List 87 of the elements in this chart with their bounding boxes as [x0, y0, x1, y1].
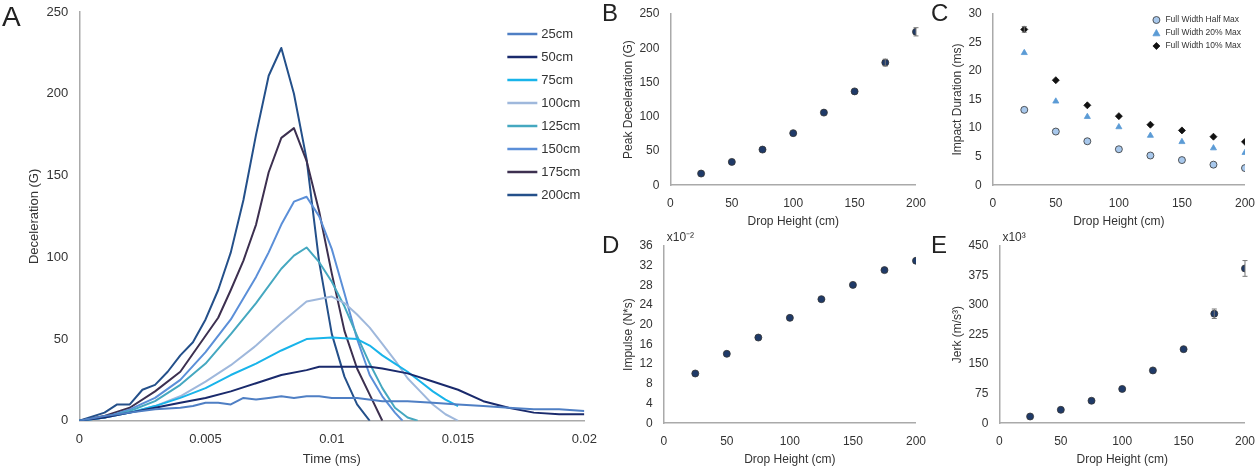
x-axis-title: Drop Height (cm) [747, 214, 839, 229]
y-tick-label: 0 [61, 412, 69, 428]
y-tick-label: 150 [968, 356, 989, 371]
y-tick-label: 36 [639, 238, 654, 253]
legend-label: 150cm [541, 140, 581, 156]
y-tick-label: 100 [46, 248, 69, 264]
x-tick-label: 0 [75, 431, 83, 447]
y-tick-label: 32 [639, 258, 654, 272]
y-tick-label: 25 [968, 34, 983, 49]
y-tick-label: 10 [968, 120, 983, 135]
y-tick-label: 75 [975, 385, 989, 400]
y-tick-label: 225 [968, 326, 989, 341]
x-tick-label: 100 [783, 195, 804, 210]
x-axis-title: Drop Height (cm) [1073, 214, 1165, 229]
legend-label: 100cm [541, 94, 581, 110]
y-tick-label: 4 [646, 395, 654, 410]
y-tick-label: 5 [975, 148, 983, 163]
legend-label: 200cm [541, 186, 581, 202]
y-tick-label: 250 [639, 6, 660, 21]
y-tick-label: 0 [975, 177, 983, 192]
chart-title: E [931, 230, 948, 258]
chart-title: B [602, 0, 619, 26]
x-tick-label: 50 [720, 433, 734, 448]
legend-label: 75cm [541, 71, 574, 87]
y-tick-label: 150 [639, 74, 660, 89]
x-tick-label: 0.015 [441, 431, 475, 447]
x-tick-label: 100 [1108, 195, 1130, 210]
legend-label: Full Width Half Max [1165, 14, 1240, 25]
y-tick-label: 0 [646, 415, 654, 430]
legend-label: 25cm [541, 25, 574, 41]
y-tick-label: 20 [968, 63, 983, 78]
x-tick-label: 150 [844, 195, 865, 210]
y-tick-label: 50 [646, 143, 660, 158]
x-tick-label: 0.02 [571, 431, 598, 447]
x-tick-label: 200 [905, 433, 927, 448]
y-axis-title: Deceleration (G) [26, 168, 42, 265]
x-tick-label: 200 [905, 195, 927, 210]
x-tick-label: 150 [1171, 195, 1193, 210]
legend-label: Full Width 10% Max [1165, 40, 1242, 51]
y-tick-label: 28 [639, 277, 654, 292]
x-tick-label: 0 [667, 195, 675, 210]
x-axis-title: Drop Height (cm) [1076, 452, 1168, 467]
y-axis-title: Jerk (m/s³) [949, 305, 964, 364]
y-tick-label: 30 [968, 6, 983, 21]
x-axis-title: Time (ms) [302, 450, 361, 466]
chart-title: A [2, 0, 21, 32]
chart-title: C [931, 0, 949, 26]
y-tick-label: 375 [968, 267, 989, 282]
chart-title: D [602, 230, 620, 258]
y-tick-label: 250 [46, 3, 69, 19]
y-tick-label: 50 [53, 330, 69, 346]
y-tick-label: 150 [46, 167, 69, 183]
y-tick-label: 0 [981, 415, 989, 430]
y-tick-label: 24 [639, 297, 654, 312]
y-tick-label: 100 [639, 109, 660, 124]
y-axis-title: Impact Duration (ms) [949, 43, 964, 156]
y-tick-label: 0 [652, 177, 660, 192]
text: x10⁻² [666, 230, 695, 245]
y-tick-label: 15 [968, 91, 983, 106]
y-axis-title: Peak Deceleration (G) [620, 40, 635, 159]
y-tick-label: 450 [968, 238, 989, 253]
x-tick-label: 100 [779, 433, 801, 448]
legend-label: Full Width 20% Max [1165, 27, 1242, 38]
legend-label: 125cm [541, 117, 581, 133]
x-tick-label: 150 [1173, 433, 1194, 448]
y-tick-label: 12 [639, 356, 654, 371]
legend-label: 175cm [541, 163, 581, 179]
legend-label: 50cm [541, 48, 574, 64]
x-tick-label: 0 [996, 433, 1004, 448]
x-tick-label: 50 [725, 195, 739, 210]
x-tick-label: 50 [1049, 195, 1063, 210]
y-tick-label: 300 [968, 297, 989, 312]
x-tick-label: 50 [1054, 433, 1068, 448]
x-tick-label: 200 [1234, 433, 1256, 448]
y-axis-title: Impulse (N*s) [620, 298, 635, 371]
x-tick-label: 0.01 [319, 431, 345, 447]
text: x10³ [1002, 230, 1026, 245]
x-tick-label: 200 [1234, 195, 1256, 210]
y-tick-label: 16 [639, 336, 654, 351]
y-tick-label: 8 [646, 376, 654, 391]
y-tick-label: 20 [639, 317, 654, 332]
y-tick-label: 200 [46, 85, 69, 101]
x-tick-label: 0.005 [189, 431, 222, 447]
x-tick-label: 100 [1112, 433, 1133, 448]
x-tick-label: 150 [842, 433, 864, 448]
y-tick-label: 200 [639, 40, 660, 55]
x-axis-title: Drop Height (cm) [744, 452, 836, 467]
